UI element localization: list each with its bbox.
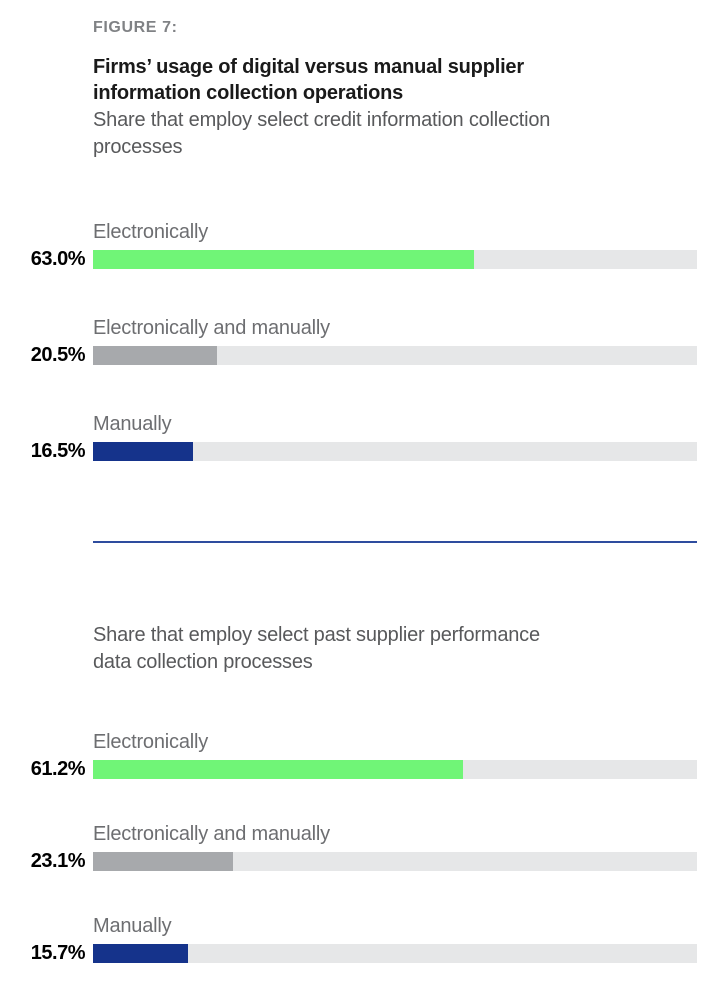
chart-past-supplier-performance: Electronically 61.2% Electronically and … [0, 730, 722, 964]
bar-track [93, 944, 697, 963]
bar-track [93, 760, 697, 779]
figure-number-label: FIGURE 7: [93, 19, 178, 36]
section-1-subtitle: Share that employ select credit informat… [93, 109, 551, 158]
figure-title: Firms’ usage of digital versus manual su… [93, 56, 524, 104]
bar-fill-manually [93, 442, 193, 461]
bar-category-label: Electronically and manually [93, 823, 330, 845]
bar-category-label: Electronically [93, 221, 209, 243]
bar-category-label: Electronically and manually [93, 317, 330, 339]
bar-category-label: Manually [93, 413, 172, 435]
bar-fill-electronically [93, 760, 463, 779]
bar-row-electronically: Electronically 63.0% [0, 220, 722, 270]
bar-value-label: 63.0% [30, 248, 86, 270]
bar-fill-electronically [93, 250, 474, 269]
bar-track [93, 250, 697, 269]
bar-row-manually: Manually 16.5% [0, 412, 722, 462]
bar-track [93, 442, 697, 461]
section-2-subtitle: Share that employ select past supplier p… [93, 624, 540, 673]
bar-fill-electronically-and-manually [93, 346, 217, 365]
bar-value-label: 61.2% [30, 758, 86, 780]
bar-value-label: 16.5% [30, 440, 86, 462]
bar-row-electronically-and-manually: Electronically and manually 23.1% [0, 822, 722, 872]
bar-value-label: 15.7% [30, 942, 86, 964]
bar-row-electronically: Electronically 61.2% [0, 730, 722, 780]
section-divider-line [93, 541, 697, 543]
bar-fill-manually [93, 944, 188, 963]
bar-value-label: 23.1% [30, 850, 86, 872]
bar-category-label: Electronically [93, 731, 209, 753]
bar-track [93, 852, 697, 871]
bar-row-manually: Manually 15.7% [0, 914, 722, 964]
bar-row-electronically-and-manually: Electronically and manually 20.5% [0, 316, 722, 366]
bar-fill-electronically-and-manually [93, 852, 233, 871]
bar-track [93, 346, 697, 365]
bar-value-label: 20.5% [30, 344, 86, 366]
bar-category-label: Manually [93, 915, 172, 937]
chart-credit-information: Electronically 63.0% Electronically and … [0, 220, 722, 462]
